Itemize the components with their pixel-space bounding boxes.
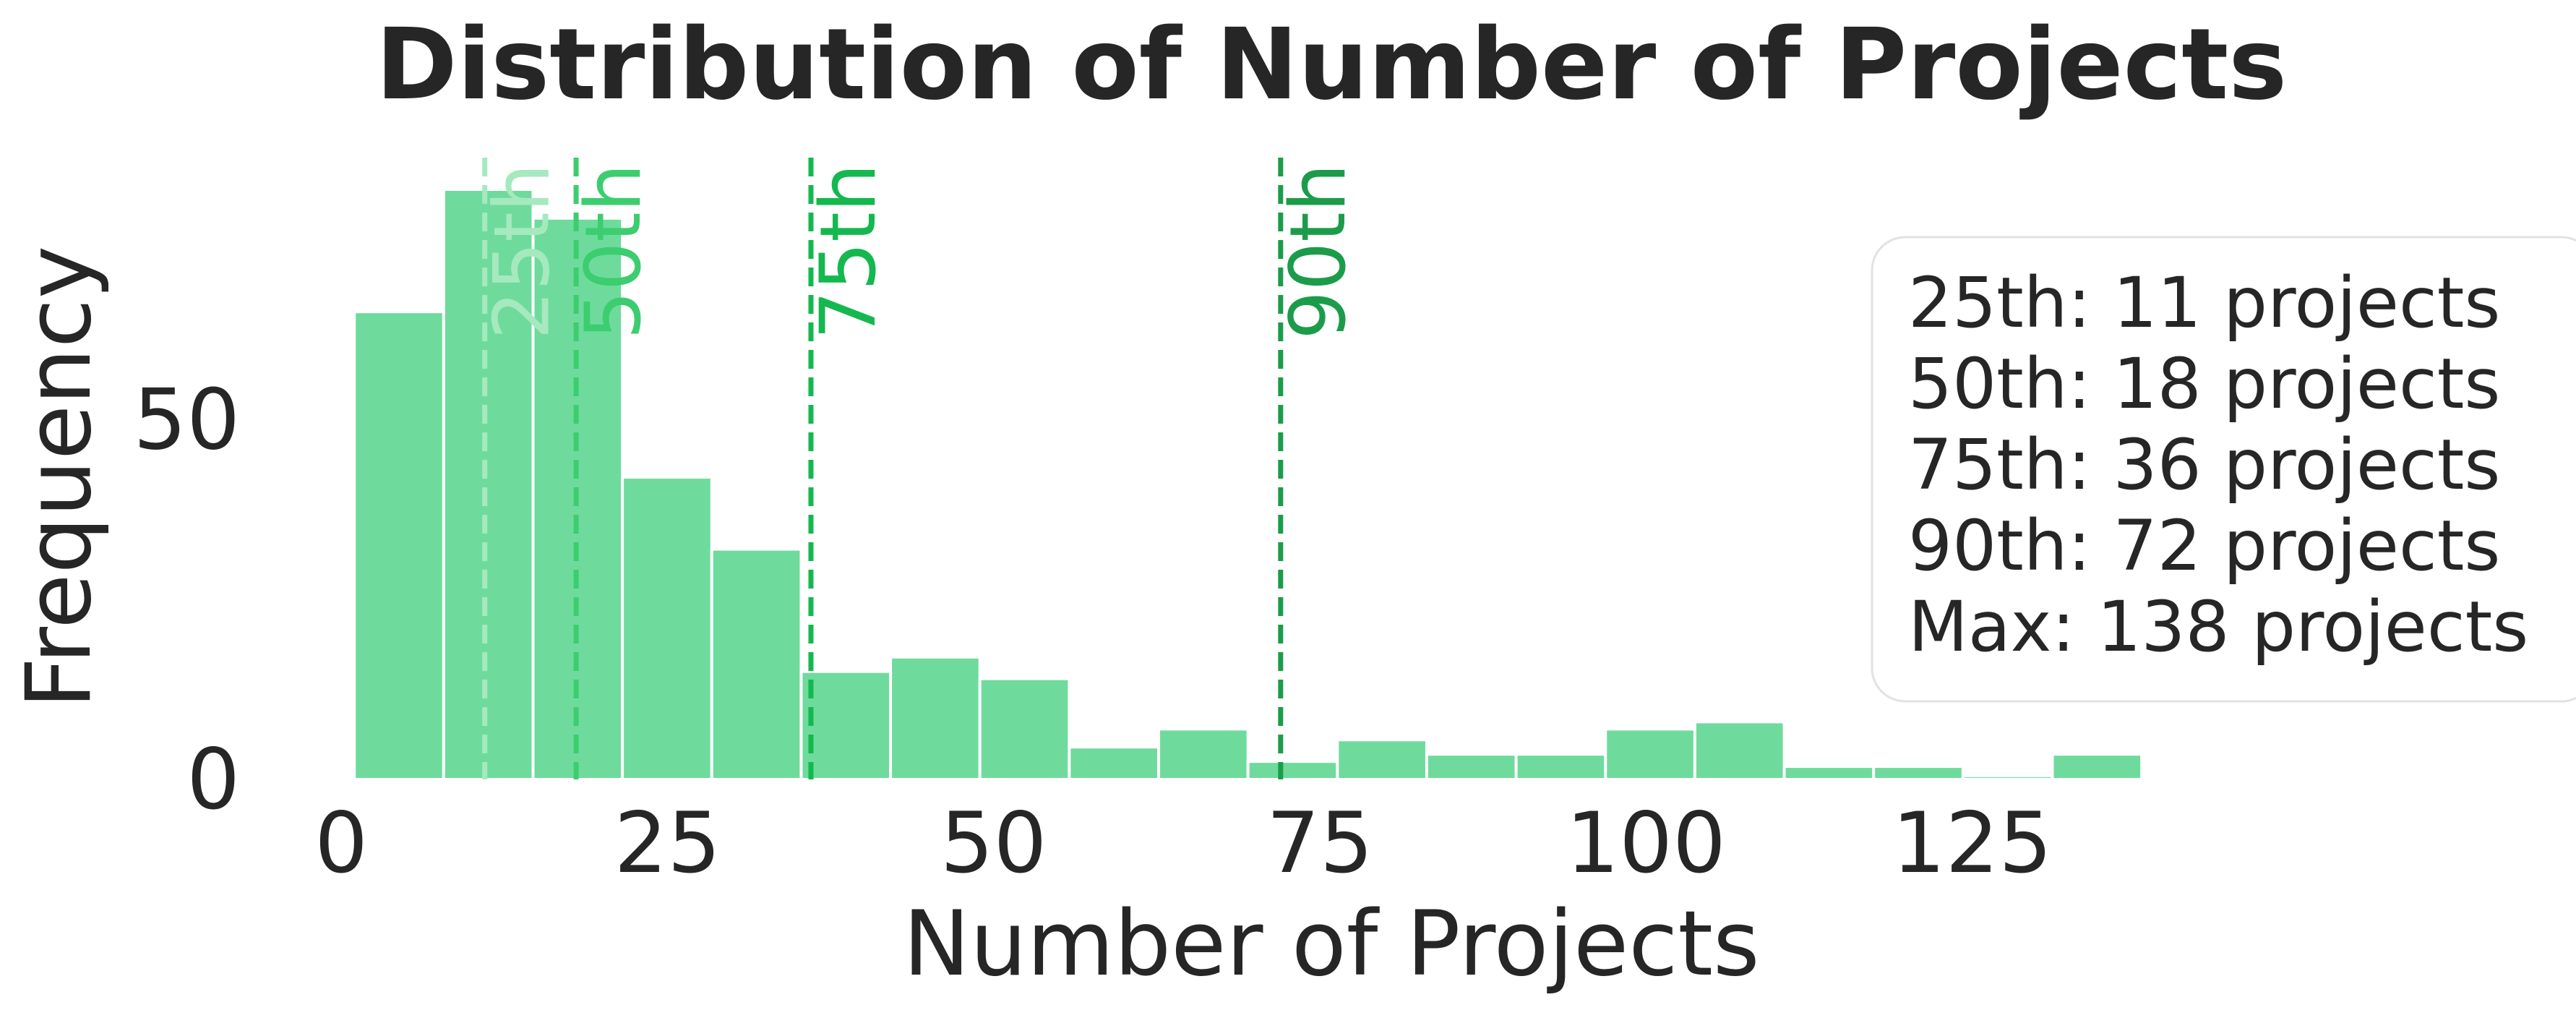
histogram-bar: [1246, 760, 1339, 781]
x-tick-label: 25: [614, 795, 721, 892]
histogram-bar: [621, 476, 713, 781]
histogram-bar: [1872, 765, 1965, 781]
histogram-bar: [1068, 745, 1161, 781]
y-axis-label: Frequency: [7, 246, 111, 709]
x-tick-label: 50: [940, 795, 1047, 892]
percentile-label: 50th: [569, 163, 658, 340]
histogram-bar: [353, 310, 445, 782]
histogram-bar: [1425, 753, 1518, 782]
histogram-bar: [1514, 753, 1607, 782]
x-tick-label: 100: [1566, 795, 1726, 892]
y-tick-label: 0: [186, 731, 240, 829]
histogram-bar: [1336, 738, 1428, 782]
chart-title: Distribution of Number of Projects: [376, 8, 2287, 122]
percentile-lines: 25th 50th 75th 90th: [478, 158, 1362, 779]
histogram-bar: [889, 655, 982, 782]
histogram-bar: [442, 188, 535, 781]
percentile-label: 75th: [804, 163, 893, 340]
legend-entry: 75th: 36 projects: [1908, 424, 2500, 505]
histogram-bar: [2051, 753, 2144, 782]
histogram-bar: [799, 670, 893, 781]
histogram-bar: [1961, 774, 2054, 782]
legend-box: [1871, 236, 2576, 703]
x-tick-label: 75: [1266, 795, 1373, 892]
histogram-bar: [710, 547, 803, 781]
y-axis-ticks: 0 50: [133, 371, 240, 829]
x-tick-label: 0: [314, 795, 368, 892]
percentile-label: 90th: [1274, 163, 1362, 340]
histogram-bar: [1782, 765, 1876, 781]
legend-entry: 25th: 11 projects: [1908, 262, 2500, 343]
x-axis-ticks: 0 25 50 75 100 125: [314, 795, 2052, 892]
histogram-bar: [1157, 727, 1250, 782]
legend-entry: 50th: 18 projects: [1908, 343, 2500, 424]
y-tick-label: 50: [133, 371, 240, 469]
legend-entry: 90th: 72 projects: [1908, 505, 2500, 586]
histogram-bar: [1604, 727, 1696, 782]
x-tick-label: 125: [1892, 795, 2052, 892]
x-axis-label: Number of Projects: [903, 892, 1759, 996]
histogram-bar: [978, 677, 1071, 781]
legend-entry: Max: 138 projects: [1908, 586, 2528, 667]
histogram-bar: [1693, 720, 1786, 782]
percentile-label: 25th: [478, 163, 567, 340]
